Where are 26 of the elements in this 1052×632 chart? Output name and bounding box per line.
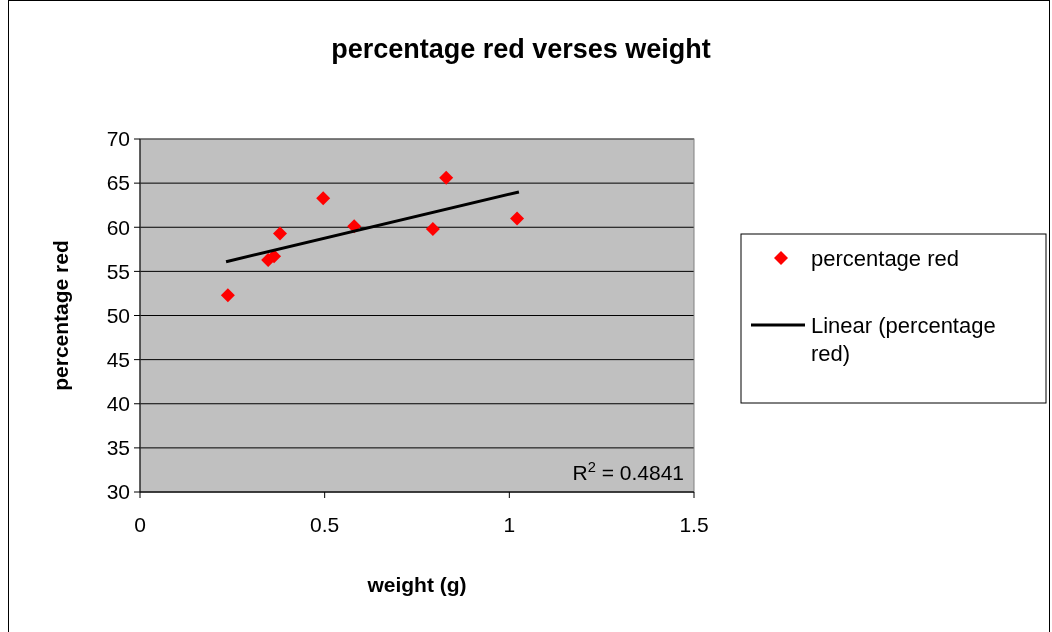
y-axis-title: percentage red [49,240,72,391]
x-tick-label: 0 [134,513,146,536]
y-tick-label: 50 [106,303,130,327]
legend-label: Linear (percentage red) [811,312,996,366]
point [220,288,235,303]
y-tick-label: 45 [106,347,130,371]
y-tick-label: 65 [106,171,130,195]
point [439,170,454,185]
point [267,249,282,264]
y-tick-label: 55 [106,259,130,283]
x-tick-label: 0.5 [310,513,340,536]
x-tick-label: 1.5 [679,513,709,536]
y-tick-label: 60 [106,215,130,239]
y-tick-label: 30 [106,480,130,504]
legend-label: percentage red [811,245,959,271]
point [425,222,440,237]
y-tick-label: 40 [106,392,130,416]
x-axis-title: weight (g) [366,573,467,596]
y-tick-label: 70 [106,127,130,151]
point [272,226,287,241]
point [316,191,331,206]
point [510,211,525,226]
x-tick-label: 1 [503,513,516,536]
chart-title: percentage red verses weight [331,34,711,64]
annotation: R$^{2}$ = 0.4841 [572,459,684,484]
y-tick-label: 35 [106,436,130,460]
